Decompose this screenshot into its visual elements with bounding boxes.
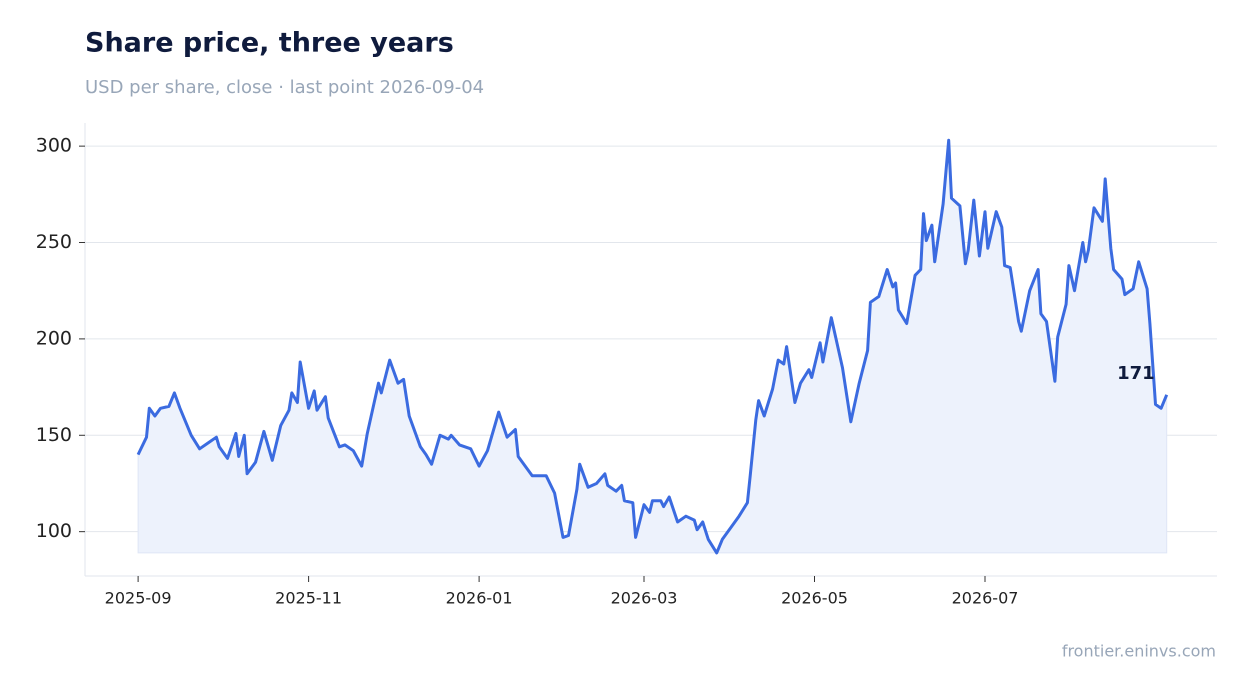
y-tick-label: 250 — [36, 231, 72, 253]
x-tick-label: 2026-01 — [446, 589, 513, 608]
last-value-label: 171 — [1117, 363, 1155, 384]
chart-title: Share price, three years — [85, 28, 454, 59]
x-tick-label: 2025-11 — [275, 589, 342, 608]
y-tick-label: 150 — [36, 424, 72, 446]
y-tick-label: 200 — [36, 327, 72, 349]
x-tick-label: 2026-07 — [952, 589, 1019, 608]
source-note: frontier.eninvs.com — [1062, 642, 1216, 661]
y-tick-label: 100 — [36, 520, 72, 542]
x-tick-label: 2026-05 — [781, 589, 848, 608]
y-tick-label: 300 — [36, 135, 72, 157]
chart-subtitle: USD per share, close · last point 2026-0… — [85, 77, 484, 98]
x-tick-label: 2025-09 — [105, 589, 172, 608]
x-tick-label: 2026-03 — [611, 589, 678, 608]
price-line — [136, 138, 1169, 555]
area-fill — [137, 140, 1168, 554]
